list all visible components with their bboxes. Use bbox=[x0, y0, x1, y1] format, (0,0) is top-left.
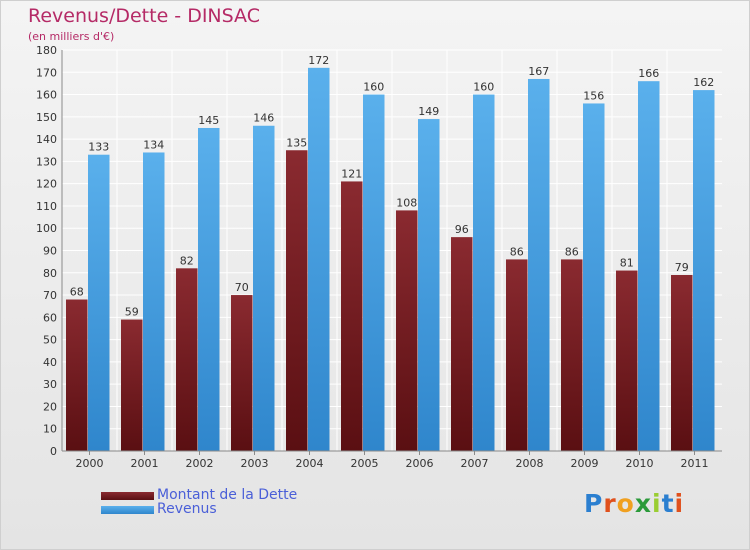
x-tick-label: 2007 bbox=[461, 457, 489, 470]
logo-letter: i bbox=[652, 489, 662, 518]
y-tick-label: 160 bbox=[36, 89, 57, 102]
y-tick-label: 120 bbox=[36, 178, 57, 191]
data-label-revenus: 167 bbox=[528, 65, 549, 78]
logo-letter: P bbox=[584, 489, 604, 518]
y-tick-label: 60 bbox=[43, 311, 57, 324]
data-label-revenus: 149 bbox=[418, 105, 439, 118]
logo-letter: i bbox=[674, 489, 685, 518]
y-tick-label: 170 bbox=[36, 66, 57, 79]
bar-dette bbox=[176, 268, 198, 451]
bar-revenus bbox=[583, 103, 605, 451]
data-label-dette: 108 bbox=[396, 196, 417, 209]
bar-revenus bbox=[528, 78, 550, 451]
bars bbox=[66, 67, 715, 452]
bar-revenus bbox=[198, 127, 220, 451]
y-tick-label: 150 bbox=[36, 111, 57, 124]
bar-dette bbox=[506, 259, 528, 451]
bar-dette bbox=[561, 259, 583, 451]
data-label-revenus: 160 bbox=[473, 81, 494, 94]
data-label-dette: 70 bbox=[235, 281, 249, 294]
data-label-dette: 81 bbox=[620, 257, 634, 270]
bar-revenus bbox=[88, 154, 110, 451]
data-label-revenus: 133 bbox=[88, 141, 109, 154]
legend-label-revenus: Revenus bbox=[157, 501, 217, 517]
data-label-dette: 96 bbox=[455, 223, 469, 236]
bar-dette bbox=[121, 319, 143, 451]
data-label-revenus: 146 bbox=[253, 112, 274, 125]
logo-letter: t bbox=[661, 489, 675, 518]
data-label-revenus: 156 bbox=[583, 89, 604, 102]
bar-revenus bbox=[308, 67, 330, 452]
y-tick-label: 90 bbox=[43, 245, 57, 258]
x-tick-label: 2008 bbox=[516, 457, 544, 470]
axes: 0 10 20 30 40 50 60 70 80 90 100 110 120 130 140 150 160… bbox=[36, 44, 722, 470]
y-tick-label: 130 bbox=[36, 155, 57, 168]
y-tick-label: 20 bbox=[43, 400, 57, 413]
y-tick-label: 10 bbox=[43, 423, 57, 436]
data-label-dette: 79 bbox=[675, 261, 689, 274]
proxiti-logo: Proxiti bbox=[584, 489, 684, 518]
y-tick-label: 100 bbox=[36, 222, 57, 235]
data-label-revenus: 162 bbox=[693, 76, 714, 89]
x-tick-label: 2009 bbox=[571, 457, 599, 470]
bar-dette bbox=[286, 150, 308, 451]
legend-swatch-revenus bbox=[101, 506, 154, 514]
data-label-dette: 121 bbox=[341, 167, 362, 180]
legend-swatch-dette bbox=[101, 492, 154, 500]
y-tick-label: 140 bbox=[36, 133, 57, 146]
data-label-dette: 82 bbox=[180, 254, 194, 267]
x-tick-label: 2004 bbox=[296, 457, 324, 470]
logo-letter: r bbox=[603, 489, 617, 518]
y-tick-label: 110 bbox=[36, 200, 57, 213]
x-tick-label: 2005 bbox=[351, 457, 379, 470]
y-tick-label: 30 bbox=[43, 378, 57, 391]
bar-dette bbox=[616, 270, 638, 451]
bar-revenus bbox=[693, 90, 715, 451]
data-label-dette: 135 bbox=[286, 136, 307, 149]
y-tick-label: 80 bbox=[43, 267, 57, 280]
logo-letter: o bbox=[616, 489, 635, 518]
x-tick-label: 2003 bbox=[241, 457, 269, 470]
logo-letter: x bbox=[634, 489, 652, 518]
data-label-revenus: 134 bbox=[143, 138, 164, 151]
y-tick-label: 70 bbox=[43, 289, 57, 302]
data-label-dette: 86 bbox=[565, 245, 579, 258]
bar-dette bbox=[341, 181, 363, 451]
bar-revenus bbox=[473, 94, 495, 452]
x-tick-label: 2011 bbox=[681, 457, 709, 470]
x-tick-label: 2002 bbox=[186, 457, 214, 470]
bar-revenus bbox=[638, 81, 660, 451]
data-label-revenus: 172 bbox=[308, 54, 329, 67]
grid-lines bbox=[62, 49, 722, 452]
bar-dette bbox=[671, 275, 693, 451]
x-tick-label: 2010 bbox=[626, 457, 654, 470]
data-label-revenus: 145 bbox=[198, 114, 219, 127]
legend-label-dette: Montant de la Dette bbox=[157, 487, 298, 503]
data-label-revenus: 160 bbox=[363, 81, 384, 94]
chart-title: Revenus/Dette - DINSAC bbox=[28, 5, 260, 27]
bar-revenus bbox=[418, 119, 440, 452]
data-label-dette: 86 bbox=[510, 245, 524, 258]
bar-revenus bbox=[143, 152, 165, 451]
data-label-dette: 68 bbox=[70, 286, 84, 299]
chart-subtitle: (en milliers d'€) bbox=[28, 30, 115, 43]
bar-dette bbox=[66, 299, 88, 451]
bar-revenus bbox=[363, 94, 385, 452]
data-label-revenus: 166 bbox=[638, 67, 659, 80]
y-tick-label: 50 bbox=[43, 334, 57, 347]
bar-dette bbox=[231, 295, 253, 451]
x-tick-label: 2006 bbox=[406, 457, 434, 470]
bar-dette bbox=[396, 210, 418, 451]
bar-dette bbox=[451, 237, 473, 451]
y-tick-label: 0 bbox=[50, 445, 57, 458]
data-labels: 68 133 59 134 82 145 70 146 135 172 121 160 108 149 96… bbox=[70, 54, 715, 319]
y-tick-label: 40 bbox=[43, 356, 57, 369]
data-label-dette: 59 bbox=[125, 306, 139, 319]
x-tick-label: 2001 bbox=[131, 457, 159, 470]
y-tick-label: 180 bbox=[36, 44, 57, 57]
x-tick-label: 2000 bbox=[76, 457, 104, 470]
bar-revenus bbox=[253, 125, 275, 451]
